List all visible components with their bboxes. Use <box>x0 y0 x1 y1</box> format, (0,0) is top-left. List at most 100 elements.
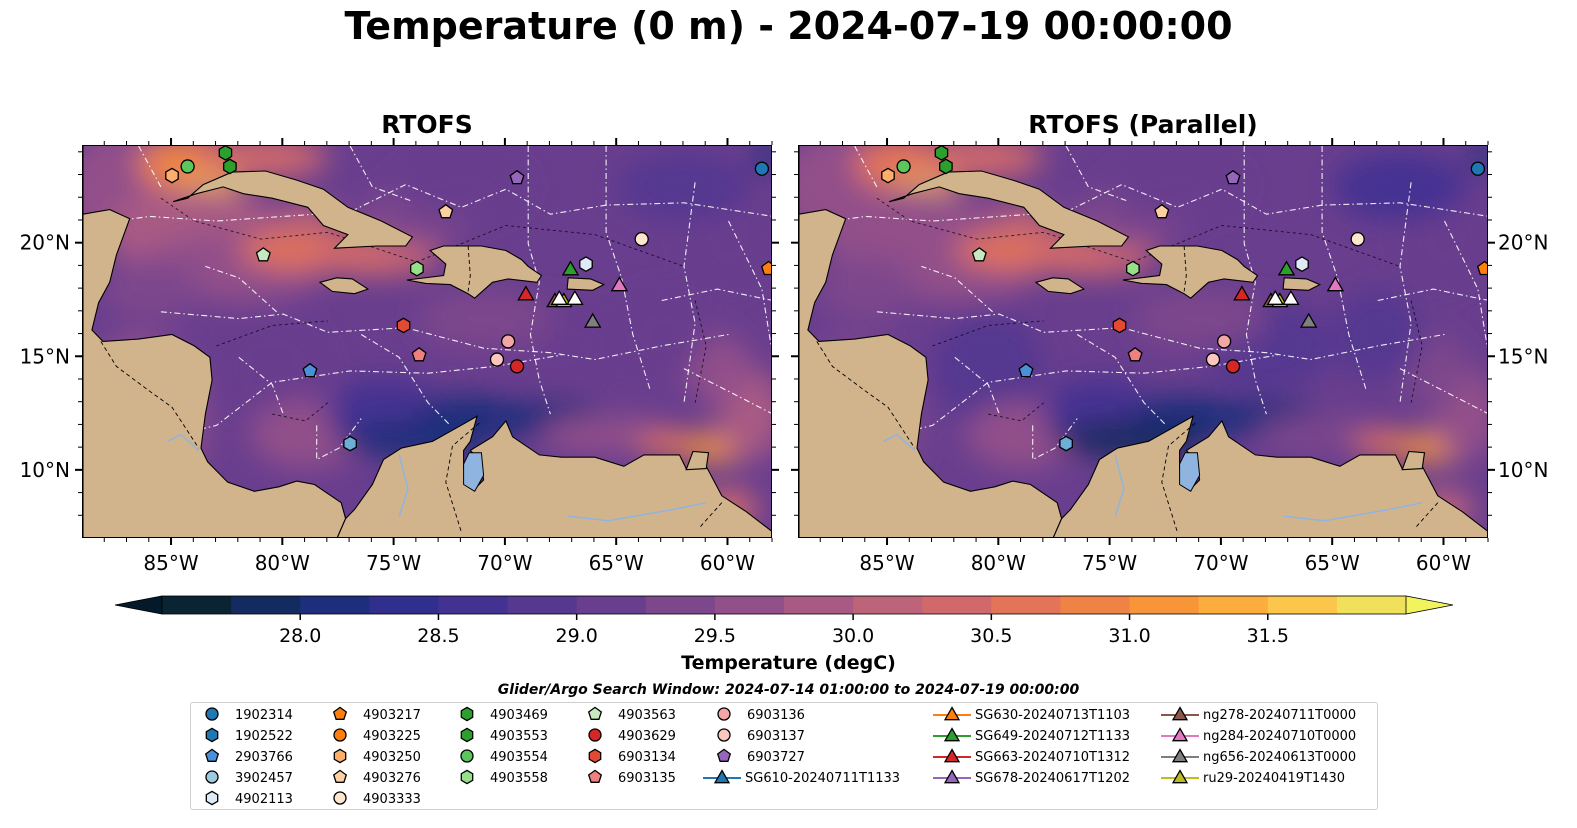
obs-extra-1[interactable] <box>1059 435 1073 452</box>
obs-6903727[interactable] <box>509 169 525 185</box>
legend-marker[interactable] <box>333 728 347 742</box>
obs-extra-1[interactable] <box>343 435 357 452</box>
obs-extra-2[interactable] <box>550 289 569 305</box>
colorbar-bin <box>369 596 439 614</box>
obs-4903217[interactable] <box>760 260 772 276</box>
legend-item: ru29-20240419T1430 <box>1161 768 1345 788</box>
legend-marker[interactable] <box>460 749 474 763</box>
obs-1902314[interactable] <box>1470 161 1486 176</box>
obs-SG663-20240710T1312[interactable] <box>1233 285 1251 301</box>
obs-2903766[interactable] <box>302 362 318 378</box>
obs-4903276[interactable] <box>438 203 454 219</box>
obs-extra-0[interactable] <box>165 167 179 184</box>
obs-6903134[interactable] <box>1112 317 1127 334</box>
legend-marker[interactable] <box>1171 769 1189 784</box>
legend-marker[interactable] <box>1171 748 1189 763</box>
obs-4903554[interactable] <box>896 159 911 174</box>
obs-4903629[interactable] <box>1225 359 1241 374</box>
obs-6903135[interactable] <box>411 346 427 362</box>
legend-marker[interactable] <box>1171 706 1189 721</box>
obs-4903558[interactable] <box>1126 260 1140 277</box>
obs-4903217[interactable] <box>1476 260 1488 276</box>
legend-marker[interactable] <box>204 748 220 762</box>
obs-6903135[interactable] <box>1127 346 1143 362</box>
colorbar-bin <box>1198 596 1269 614</box>
obs-extra-3[interactable] <box>566 289 584 305</box>
obs-4902113[interactable] <box>579 256 593 273</box>
legend-marker[interactable] <box>332 769 348 783</box>
legend-label: 1902314 <box>235 707 293 723</box>
obs-ng284-20240710T0000[interactable] <box>1326 276 1345 292</box>
legend-marker[interactable] <box>943 727 961 742</box>
legend-marker[interactable] <box>333 748 347 764</box>
colorbar-tick-label: 30.5 <box>970 625 1012 647</box>
colorbar-bin <box>231 596 301 614</box>
obs-1902314[interactable] <box>754 161 770 176</box>
obs-extra-2[interactable] <box>1266 289 1285 305</box>
legend-marker[interactable] <box>587 769 603 783</box>
map-panel-rtofs[interactable] <box>82 145 772 538</box>
legend-item: 4903469 <box>456 705 548 725</box>
legend-marker[interactable] <box>332 706 348 720</box>
obs-2903766[interactable] <box>1018 362 1034 378</box>
legend-marker[interactable] <box>588 748 602 764</box>
legend-marker[interactable] <box>716 748 732 762</box>
colorbar-bin <box>438 596 509 614</box>
obs-6903136[interactable] <box>500 334 516 349</box>
legend-marker[interactable] <box>943 748 961 763</box>
obs-4903333[interactable] <box>634 231 649 247</box>
legend-label: 6903134 <box>618 749 676 765</box>
obs-4903469[interactable] <box>934 146 949 161</box>
obs-4902113[interactable] <box>1295 256 1309 273</box>
obs-4903469[interactable] <box>218 146 233 161</box>
legend-marker[interactable] <box>460 769 474 785</box>
legend-marker[interactable] <box>333 791 347 805</box>
legend-marker[interactable] <box>460 727 474 743</box>
obs-4903554[interactable] <box>180 159 195 174</box>
legend-marker[interactable] <box>1171 727 1189 742</box>
obs-extra-0[interactable] <box>881 167 895 184</box>
colorbar-bin <box>1267 596 1338 614</box>
obs-ng284-20240710T0000[interactable] <box>610 276 629 292</box>
obs-4903553[interactable] <box>223 158 237 175</box>
obs-4903558[interactable] <box>410 260 424 277</box>
obs-6903136[interactable] <box>1216 334 1232 349</box>
legend-label: SG649-20240712T1133 <box>975 728 1131 744</box>
legend-marker[interactable] <box>205 727 219 743</box>
legend-marker[interactable] <box>588 728 602 742</box>
obs-4903553[interactable] <box>939 158 953 175</box>
obs-4903563[interactable] <box>255 247 271 262</box>
obs-extra-3[interactable] <box>1282 289 1300 305</box>
obs-ng656-20240613T0000[interactable] <box>583 312 602 328</box>
obs-4903333[interactable] <box>1350 231 1365 247</box>
obs-6903137[interactable] <box>489 352 505 367</box>
legend-marker[interactable] <box>943 769 961 784</box>
legend-marker[interactable] <box>205 790 219 806</box>
obs-SG649-20240712T1133[interactable] <box>1277 260 1296 276</box>
obs-SG663-20240710T1312[interactable] <box>517 285 535 301</box>
legend: 1902314 1902522 2903766 3902457 4902113 49032… <box>190 702 1378 810</box>
legend-marker[interactable] <box>717 707 731 721</box>
obs-4903276[interactable] <box>1154 203 1170 219</box>
obs-6903134[interactable] <box>396 317 411 334</box>
colorbar-tick-label: 29.5 <box>694 625 736 647</box>
legend-item: 1902314 <box>201 705 293 725</box>
obs-6903727[interactable] <box>1225 169 1241 185</box>
obs-4903563[interactable] <box>971 247 987 262</box>
legend-marker[interactable] <box>717 728 731 742</box>
legend-marker[interactable] <box>943 706 961 721</box>
map-panel-rtofs-parallel[interactable] <box>798 145 1488 538</box>
obs-6903137[interactable] <box>1205 352 1221 367</box>
y-tick-label: 10°N <box>20 458 70 482</box>
obs-ng656-20240613T0000[interactable] <box>1299 312 1318 328</box>
legend-item: 4903558 <box>456 768 548 788</box>
legend-marker[interactable] <box>460 706 474 722</box>
obs-SG649-20240712T1133[interactable] <box>561 260 580 276</box>
y-tick-label: 15°N <box>1498 344 1548 368</box>
legend-item: 2903766 <box>201 747 293 767</box>
obs-4903629[interactable] <box>509 359 525 374</box>
legend-marker[interactable] <box>587 706 603 720</box>
legend-marker[interactable] <box>205 770 219 784</box>
legend-marker[interactable] <box>713 769 731 784</box>
legend-marker[interactable] <box>205 707 219 721</box>
